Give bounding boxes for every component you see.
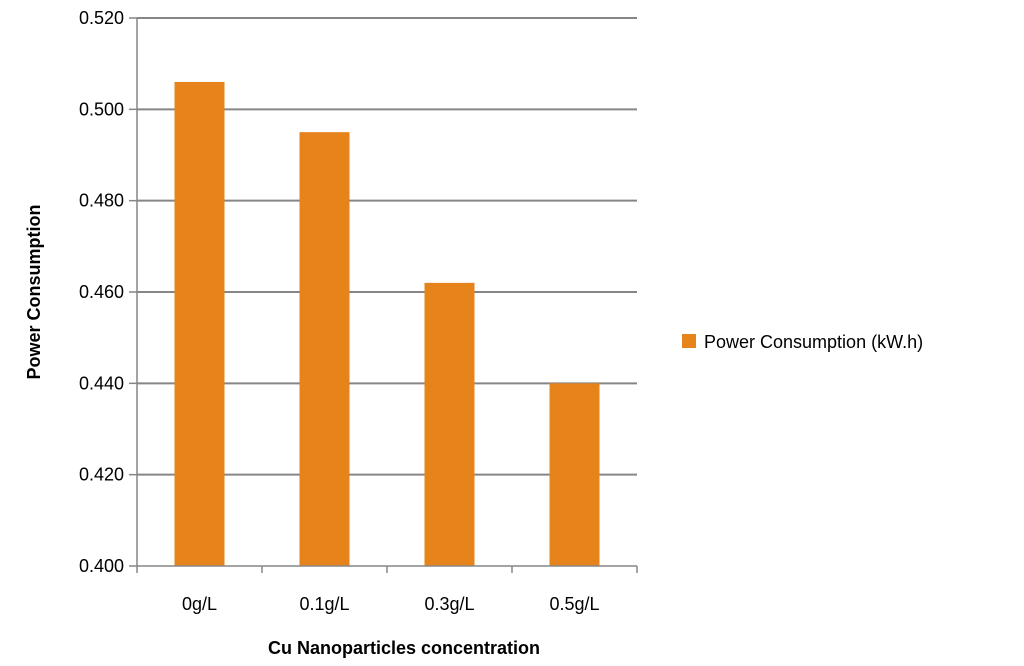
- x-tick-label: 0g/L: [182, 594, 217, 614]
- legend-label: Power Consumption (kW.h): [704, 332, 923, 352]
- bar: [549, 383, 600, 566]
- y-tick-label: 0.440: [79, 373, 124, 393]
- legend-swatch: [682, 334, 696, 348]
- x-tick-label: 0.1g/L: [299, 594, 349, 614]
- legend: Power Consumption (kW.h): [682, 332, 923, 352]
- y-tick-label: 0.480: [79, 191, 124, 211]
- y-tick-label: 0.520: [79, 8, 124, 28]
- y-tick-label: 0.400: [79, 556, 124, 576]
- bar: [174, 81, 225, 566]
- x-tick-labels: 0g/L 0.1g/L 0.3g/L 0.5g/L: [182, 594, 600, 614]
- y-tick-label: 0.460: [79, 282, 124, 302]
- axes: [129, 17, 638, 573]
- y-tick-label: 0.500: [79, 99, 124, 119]
- bar: [299, 132, 350, 566]
- y-tick-labels: 0.400 0.420 0.440 0.460 0.480 0.500 0.520: [79, 8, 124, 576]
- bars: [174, 81, 600, 566]
- x-tick-label: 0.5g/L: [549, 594, 599, 614]
- x-axis-title: Cu Nanoparticles concentration: [268, 638, 540, 658]
- y-axis-title: Power Consumption: [24, 205, 44, 380]
- y-tick-label: 0.420: [79, 465, 124, 485]
- x-tick-label: 0.3g/L: [424, 594, 474, 614]
- bar: [424, 282, 475, 566]
